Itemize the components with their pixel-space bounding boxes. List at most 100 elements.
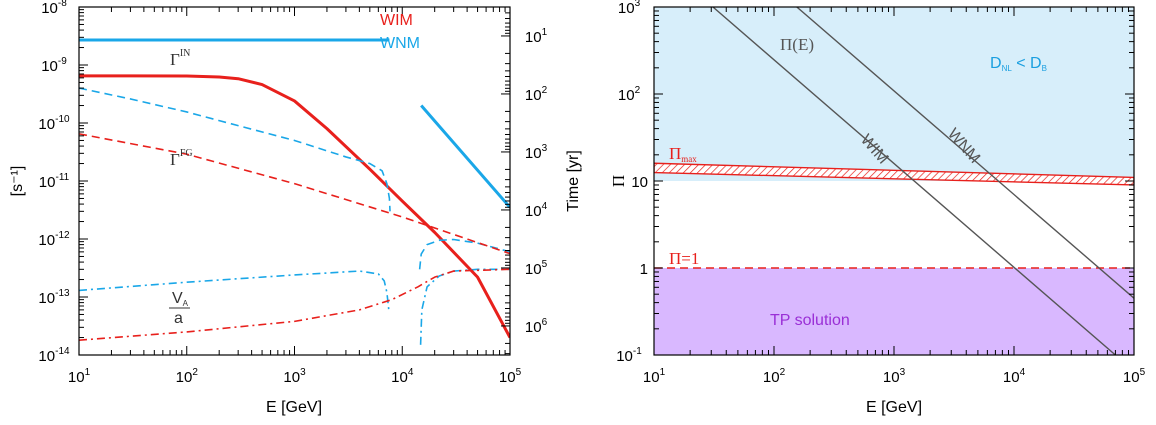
- left-x-tick-label-0-exp: 1: [85, 367, 91, 378]
- right-x-tick-label-1-exp: 2: [780, 367, 786, 378]
- right-x-tick-label-3: 104: [1003, 367, 1026, 386]
- left-x-tick-label-0-base: 10: [68, 369, 85, 386]
- time-axis-tick-label-5-exp: 6: [542, 317, 548, 328]
- left-x-tick-label-4: 105: [499, 367, 522, 386]
- label-pi-one: Π=1: [669, 249, 699, 268]
- right-x-tick-label-2: 103: [883, 367, 906, 386]
- right-time-axis-title: Time [yr]: [565, 150, 582, 212]
- left-x-tick-label-2-exp: 3: [300, 367, 306, 378]
- series-wnm-va-a-high: [419, 268, 510, 345]
- left-y-tick-label-5: 10-9: [41, 56, 67, 75]
- left-x-tick-label-1: 102: [176, 367, 199, 386]
- time-axis-tick-label-5-base: 10: [525, 319, 542, 336]
- label-pi-max-main: Π: [669, 144, 681, 163]
- label-pi-max-sub: max: [681, 154, 697, 164]
- label-dnl-sub: NL: [1002, 64, 1013, 73]
- time-axis-tick-label-4: 105: [525, 259, 548, 278]
- pi-max-band: [654, 162, 1134, 186]
- left-axes: 101 102 103 104 10510-1410-1310-1210-1110-10…: [38, 0, 547, 386]
- right-x-tick-label-0-base: 10: [643, 369, 660, 386]
- series-wim-gamma-fg: [79, 133, 510, 255]
- label-va-over-a: VA a: [169, 290, 190, 327]
- time-axis-tick-label-2-exp: 3: [542, 143, 548, 154]
- right-x-tick-label-1-base: 10: [763, 369, 780, 386]
- time-axis-tick-label-5: 106: [525, 317, 548, 336]
- right-y-tick-label-1: 1: [640, 261, 648, 278]
- dnl-region: [654, 7, 1134, 181]
- series-wnm-va-a: [79, 270, 390, 310]
- right-x-tick-label-4-exp: 5: [1140, 367, 1146, 378]
- right-x-tick-label-4-base: 10: [1123, 369, 1140, 386]
- pi-e-line-wnm: [796, 7, 1134, 299]
- left-y-tick-label-4-exp: -10: [55, 114, 70, 125]
- left-y-tick-label-0-exp: -14: [55, 346, 70, 357]
- right-y-tick-label-3: 102: [618, 85, 641, 104]
- left-y-tick-label-3: 10-11: [39, 172, 70, 191]
- right-x-tick-label-2-base: 10: [883, 369, 900, 386]
- left-chart: 101 102 103 104 10510-1410-1310-1210-1110-10…: [9, 0, 582, 416]
- left-y-tick-label-6-base: 10: [41, 0, 58, 17]
- left-y-tick-label-6: 10-8: [41, 0, 67, 17]
- left-y-tick-label-0-base: 10: [38, 348, 55, 365]
- left-y-tick-label-3-base: 10: [39, 174, 56, 191]
- left-y-tick-label-5-base: 10: [41, 58, 58, 75]
- right-x-tick-label-2-exp: 3: [900, 367, 906, 378]
- right-x-tick-label-1: 102: [763, 367, 786, 386]
- label-db-sub: B: [1042, 64, 1047, 73]
- label-pi-e: Π(E): [780, 35, 814, 54]
- left-x-tick-label-3: 104: [391, 367, 414, 386]
- label-dnl-main: D: [990, 55, 1002, 72]
- right-y-tick-label-3-exp: 2: [635, 85, 641, 96]
- time-axis-tick-label-4-base: 10: [525, 261, 542, 278]
- left-x-tick-label-3-exp: 4: [408, 367, 414, 378]
- right-x-axis-title: E [GeV]: [866, 399, 922, 416]
- label-gamma-in-sup: IN: [180, 48, 191, 59]
- label-tp-solution: TP solution: [770, 312, 850, 329]
- right-y-tick-label-0-exp: -1: [633, 346, 642, 357]
- left-x-tick-label-1-base: 10: [176, 369, 193, 386]
- label-dnl-db: DNL < DB: [990, 55, 1047, 73]
- time-axis-tick-label-3-exp: 4: [542, 201, 548, 212]
- right-x-tick-label-4: 105: [1123, 367, 1146, 386]
- left-y-tick-label-4: 10-10: [38, 114, 70, 133]
- legend-wnm: WNM: [380, 35, 420, 52]
- time-axis-tick-label-3: 104: [525, 201, 548, 220]
- left-y-tick-label-4-base: 10: [38, 116, 55, 133]
- left-y-tick-label-5-exp: -9: [58, 56, 67, 67]
- left-y-tick-label-3-exp: -11: [55, 172, 69, 183]
- series-wnm-gamma-in-high: [420, 104, 510, 209]
- right-y-tick-label-4-base: 10: [618, 0, 635, 17]
- right-x-tick-label-3-base: 10: [1003, 369, 1020, 386]
- label-gamma-fg: ΓFG: [170, 148, 193, 169]
- left-x-tick-label-3-base: 10: [391, 369, 408, 386]
- series-wnm-gamma-fg-high: [418, 238, 510, 270]
- tp-region: [654, 268, 1134, 355]
- right-y-tick-label-0-base: 10: [616, 348, 633, 365]
- time-axis-tick-label-0: 101: [525, 27, 548, 46]
- left-y-axis-title: [s⁻¹]: [9, 166, 26, 197]
- label-va-num-sub: A: [183, 299, 189, 308]
- time-axis-tick-label-1: 102: [525, 85, 548, 104]
- left-plot-frame: [78, 6, 511, 356]
- right-x-tick-label-0-exp: 1: [660, 367, 666, 378]
- right-regions-group: [654, 7, 1134, 355]
- right-y-tick-label-4: 103: [618, 0, 641, 17]
- label-dnl-mid: < D: [1012, 55, 1042, 72]
- time-axis-tick-label-1-exp: 2: [542, 85, 548, 96]
- time-axis-tick-label-0-base: 10: [525, 29, 542, 46]
- label-gamma-in: ΓIN: [170, 48, 190, 69]
- left-y-tick-label-1: 10-13: [38, 288, 70, 307]
- left-x-tick-label-2-base: 10: [283, 369, 300, 386]
- left-y-tick-label-2-base: 10: [38, 232, 55, 249]
- label-gamma-fg-main: Γ: [170, 150, 180, 169]
- time-axis-tick-label-3-base: 10: [525, 203, 542, 220]
- label-va-num-main: V: [172, 290, 183, 307]
- left-x-tick-label-1-exp: 2: [192, 367, 198, 378]
- series-wim-va-a: [79, 268, 510, 341]
- left-y-tick-label-1-base: 10: [38, 290, 55, 307]
- series-wnm-gamma-fg: [79, 87, 391, 212]
- left-y-tick-label-2-exp: -12: [55, 230, 70, 241]
